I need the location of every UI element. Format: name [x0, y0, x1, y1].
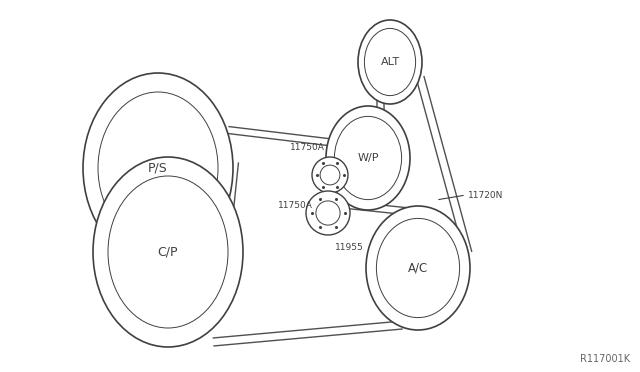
- Text: 11955: 11955: [335, 244, 364, 253]
- Text: 11720N: 11720N: [468, 190, 504, 199]
- Ellipse shape: [358, 20, 422, 104]
- Text: 11750A: 11750A: [278, 201, 313, 209]
- Circle shape: [312, 157, 348, 193]
- Text: 11750A: 11750A: [290, 144, 325, 153]
- Ellipse shape: [364, 28, 415, 96]
- Text: P/S: P/S: [148, 161, 168, 174]
- Ellipse shape: [83, 73, 233, 263]
- Ellipse shape: [93, 157, 243, 347]
- Ellipse shape: [376, 218, 460, 318]
- Ellipse shape: [366, 206, 470, 330]
- Ellipse shape: [108, 176, 228, 328]
- Ellipse shape: [326, 106, 410, 210]
- Circle shape: [316, 201, 340, 225]
- Circle shape: [320, 165, 340, 185]
- Text: A/C: A/C: [408, 262, 428, 275]
- Circle shape: [306, 191, 350, 235]
- Text: R117001K: R117001K: [580, 354, 630, 364]
- Text: C/P: C/P: [157, 246, 179, 259]
- Text: W/P: W/P: [357, 153, 379, 163]
- Ellipse shape: [334, 116, 402, 200]
- Ellipse shape: [98, 92, 218, 244]
- Text: ALT: ALT: [380, 57, 399, 67]
